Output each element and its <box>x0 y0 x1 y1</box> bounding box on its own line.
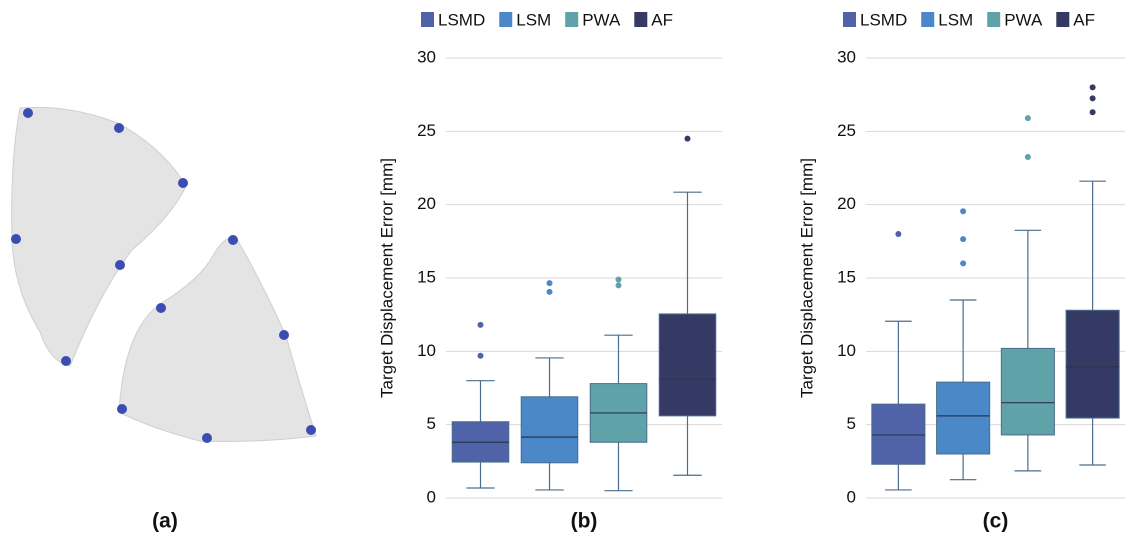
caption: (c) <box>983 510 1009 533</box>
outlier <box>615 282 622 289</box>
y-tick-label: 15 <box>837 267 856 286</box>
outlier <box>546 288 553 295</box>
y-tick-label: 15 <box>417 267 436 286</box>
outlier <box>1024 115 1031 122</box>
legend-swatch <box>634 12 648 27</box>
outlier <box>960 236 967 243</box>
y-tick-label: 20 <box>417 194 436 213</box>
box <box>1065 309 1120 419</box>
y-tick-label: 0 <box>427 487 436 506</box>
legend-label: PWA <box>1004 10 1043 29</box>
outlier <box>960 260 967 267</box>
y-tick-label: 10 <box>837 341 856 360</box>
legend-label: PWA <box>582 10 621 29</box>
legend-swatch <box>499 12 513 27</box>
legend-swatch <box>1056 12 1070 27</box>
outlier <box>1089 84 1096 91</box>
legend-label: LSM <box>938 10 973 29</box>
y-axis-label: Target Displacement Error [mm] <box>377 158 396 398</box>
legend-swatch <box>565 12 579 27</box>
y-tick-label: 30 <box>417 47 436 66</box>
box <box>520 396 579 464</box>
panel-a-image <box>11 106 317 443</box>
y-tick-label: 10 <box>417 341 436 360</box>
outlier <box>1089 95 1096 102</box>
y-tick-label: 5 <box>427 414 436 433</box>
landmarks <box>11 108 316 443</box>
legend-label: LSMD <box>438 10 485 29</box>
y-tick-label: 25 <box>417 121 436 140</box>
legend-label: LSMD <box>860 10 907 29</box>
legend-label: LSM <box>516 10 551 29</box>
legend-swatch <box>421 12 434 27</box>
y-axis-label: Target Displacement Error [mm] <box>797 158 816 398</box>
legend-swatch <box>843 12 856 27</box>
y-tick-label: 0 <box>847 487 856 506</box>
legend-label: AF <box>1073 10 1095 29</box>
shape <box>118 235 317 442</box>
caption: (b) <box>571 510 598 533</box>
outlier <box>1024 154 1031 160</box>
outlier <box>546 280 553 287</box>
outlier <box>684 135 691 142</box>
box <box>658 313 717 417</box>
box <box>1000 347 1055 436</box>
legend-label: AF <box>651 10 673 29</box>
outlier <box>477 352 484 359</box>
outlier <box>1089 109 1096 116</box>
outlier <box>895 231 902 237</box>
outlier <box>477 321 484 328</box>
outlier <box>615 276 622 283</box>
y-tick-label: 25 <box>837 121 856 140</box>
box <box>871 403 926 465</box>
y-tick-label: 20 <box>837 194 856 213</box>
y-tick-label: 30 <box>837 47 856 66</box>
y-tick-label: 5 <box>847 414 856 433</box>
legend-swatch <box>987 12 1001 27</box>
legend-swatch <box>921 12 935 27</box>
box <box>936 381 991 455</box>
outlier <box>960 208 967 215</box>
caption: (a) <box>152 510 178 533</box>
